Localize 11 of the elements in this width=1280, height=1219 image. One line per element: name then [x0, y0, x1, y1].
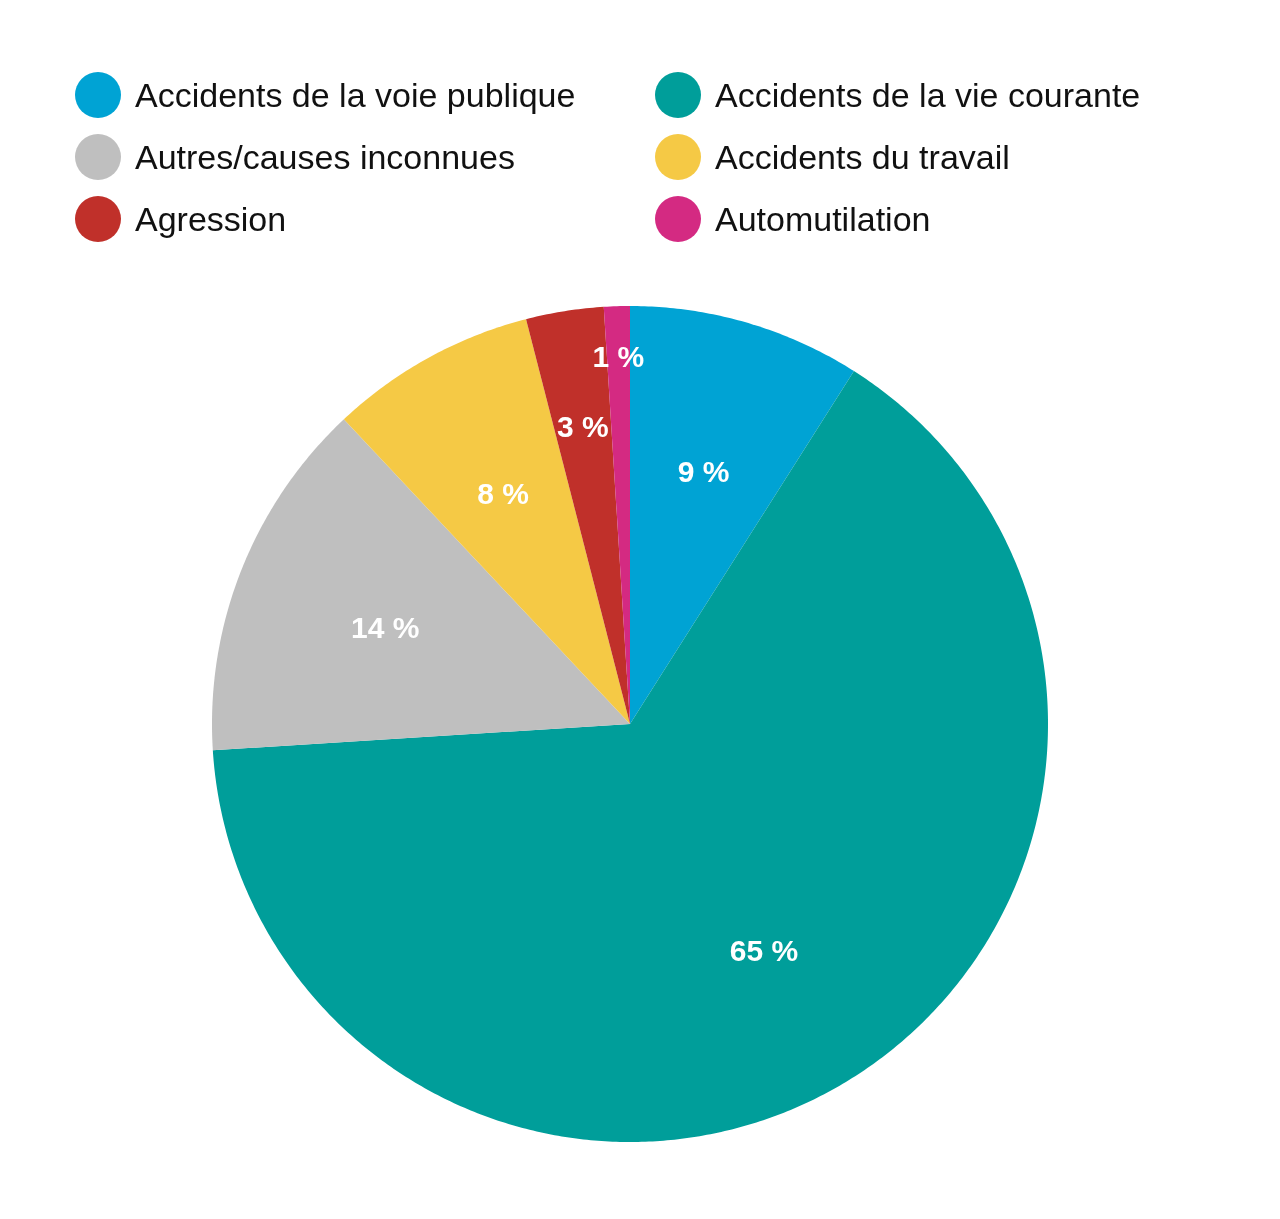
data-label: 65 % [729, 934, 799, 968]
legend-label: Agression [135, 199, 287, 239]
legend-label: Autres/causes inconnues [135, 137, 515, 177]
legend-label: Accidents de la voie publique [135, 75, 576, 115]
data-label: 3 % [557, 410, 609, 444]
data-label: 8 % [477, 476, 529, 510]
legend-label: Automutilation [715, 199, 931, 239]
data-label: 9 % [677, 454, 730, 488]
data-label: 14 % [350, 610, 420, 644]
legend-label: Accidents de la vie courante [715, 75, 1141, 115]
legend-label: Accidents du travail [715, 137, 1010, 177]
